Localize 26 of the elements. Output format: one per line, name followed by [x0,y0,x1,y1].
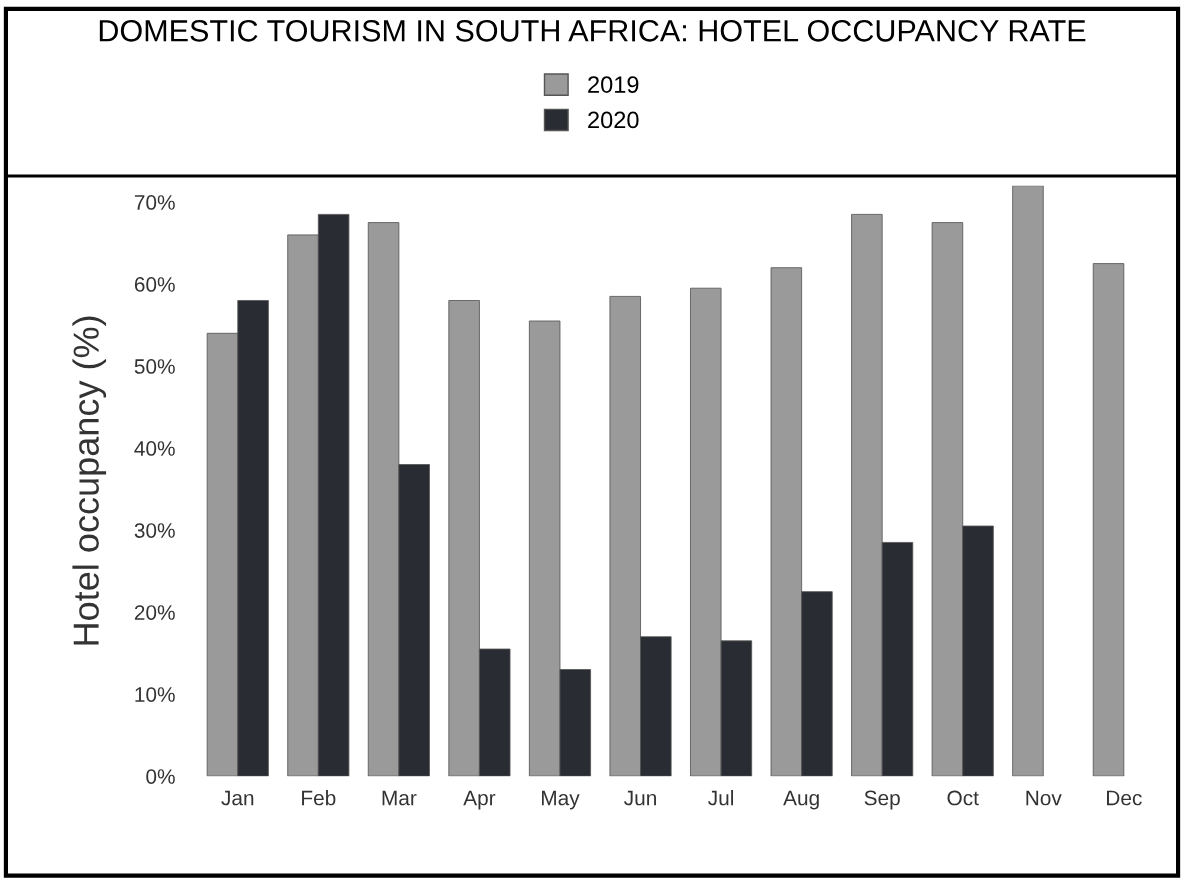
bar [1092,263,1125,777]
y-tick-label: 60% [134,277,175,292]
x-tick-label: Sep [864,790,900,810]
x-tick-label: Mar [382,790,417,806]
x-tick-label: May [542,790,580,810]
y-tick-label: 0% [146,769,175,784]
y-tick-label: 20% [134,605,175,620]
bar [1012,185,1044,777]
legend-label: 2020 [588,111,639,129]
y-tick-label: 30% [134,523,175,538]
x-tick-label: Jun [624,790,656,806]
x-tick-label: Apr [463,790,496,810]
x-tick-label: Jul [708,790,733,806]
legend-label: 2019 [588,76,639,93]
y-tick-label: 50% [134,359,175,374]
chart-title: DOMESTIC TOURISM IN SOUTH AFRICA: HOTEL OCCUPANCY RATE [99,20,1086,42]
y-tick-label: 70% [134,195,175,210]
y-tick-label: 40% [134,441,175,456]
x-tick-label: Feb [302,790,336,806]
y-tick-label: 10% [135,687,175,702]
x-tick-label: Oct [947,790,979,806]
x-tick-label: Dec [1107,790,1142,806]
y-axis-title: Hotel occupancy (%) [72,316,107,645]
x-tick-label: Aug [783,790,819,810]
x-tick-label: Nov [1026,790,1062,806]
x-tick-label: Jan [221,790,254,806]
